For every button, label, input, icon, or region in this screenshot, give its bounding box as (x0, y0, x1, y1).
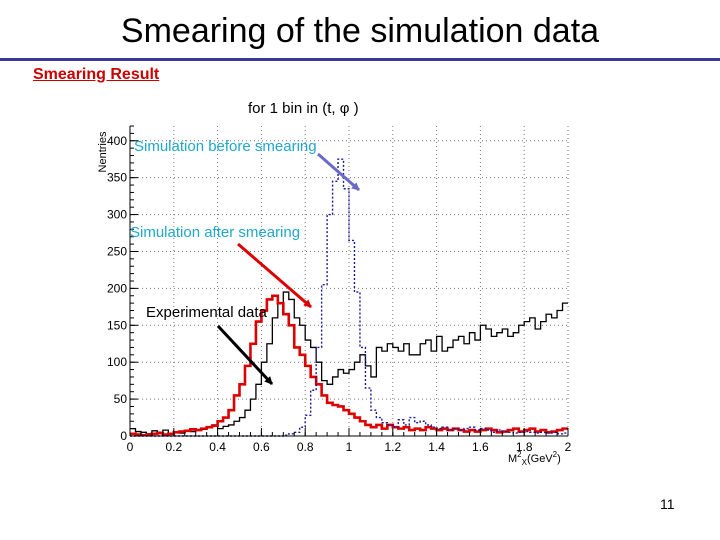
y-tick-label: 250 (107, 244, 127, 258)
series-simulation-after (130, 294, 568, 437)
y-tick-label: 0 (120, 429, 127, 443)
y-tick-label: 400 (107, 134, 127, 148)
axis-layer: 0 0.2 0.4 0.6 0.8 1 1.2 1.4 1.6 1.8 2 0 50 100 150 200 2… (97, 125, 572, 467)
arrow-simulation-before (317, 152, 360, 192)
y-tick-label: 200 (107, 281, 127, 295)
annotation-simulation-after: Simulation after smearing (130, 224, 301, 241)
title-rule (0, 58, 720, 61)
arrow-experimental (216, 324, 274, 386)
x-tick-label: 1.4 (428, 440, 445, 454)
x-tick-label: 0.2 (165, 440, 182, 454)
x-tick-label: 1.2 (384, 440, 401, 454)
annotation-simulation-before: Simulation before smearing (134, 138, 317, 155)
grid-layer (129, 126, 569, 437)
y-tick-label: 150 (107, 318, 127, 332)
y-tick-label: 100 (107, 355, 127, 369)
x-tick-label: 0.4 (209, 440, 226, 454)
x-tick-label: 2 (565, 440, 572, 454)
y-tick-label: 50 (114, 392, 128, 406)
arrow-layer (216, 152, 360, 386)
x-tick-label: 0.8 (297, 440, 314, 454)
slide-title: Smearing of the simulation data (120, 12, 600, 50)
annotation-experimental: Experimental data (146, 304, 267, 321)
y-tick-label: 350 (107, 171, 127, 185)
y-tick-label: 300 (107, 208, 127, 222)
x-tick-label: 0 (127, 440, 134, 454)
x-tick-label: 1 (346, 440, 353, 454)
page-number: 11 (660, 496, 675, 512)
slide-subtitle: Smearing Result (33, 66, 160, 83)
y-axis-label: Nentries (97, 131, 109, 172)
x-tick-label: 1.8 (516, 440, 533, 454)
chart-title: for 1 bin in (t, φ ) (248, 100, 359, 117)
x-tick-label: 0.6 (253, 440, 270, 454)
x-tick-label: 1.6 (472, 440, 489, 454)
x-axis-label: M2X(GeV2) (508, 450, 561, 467)
arrow-simulation-after (237, 242, 312, 309)
